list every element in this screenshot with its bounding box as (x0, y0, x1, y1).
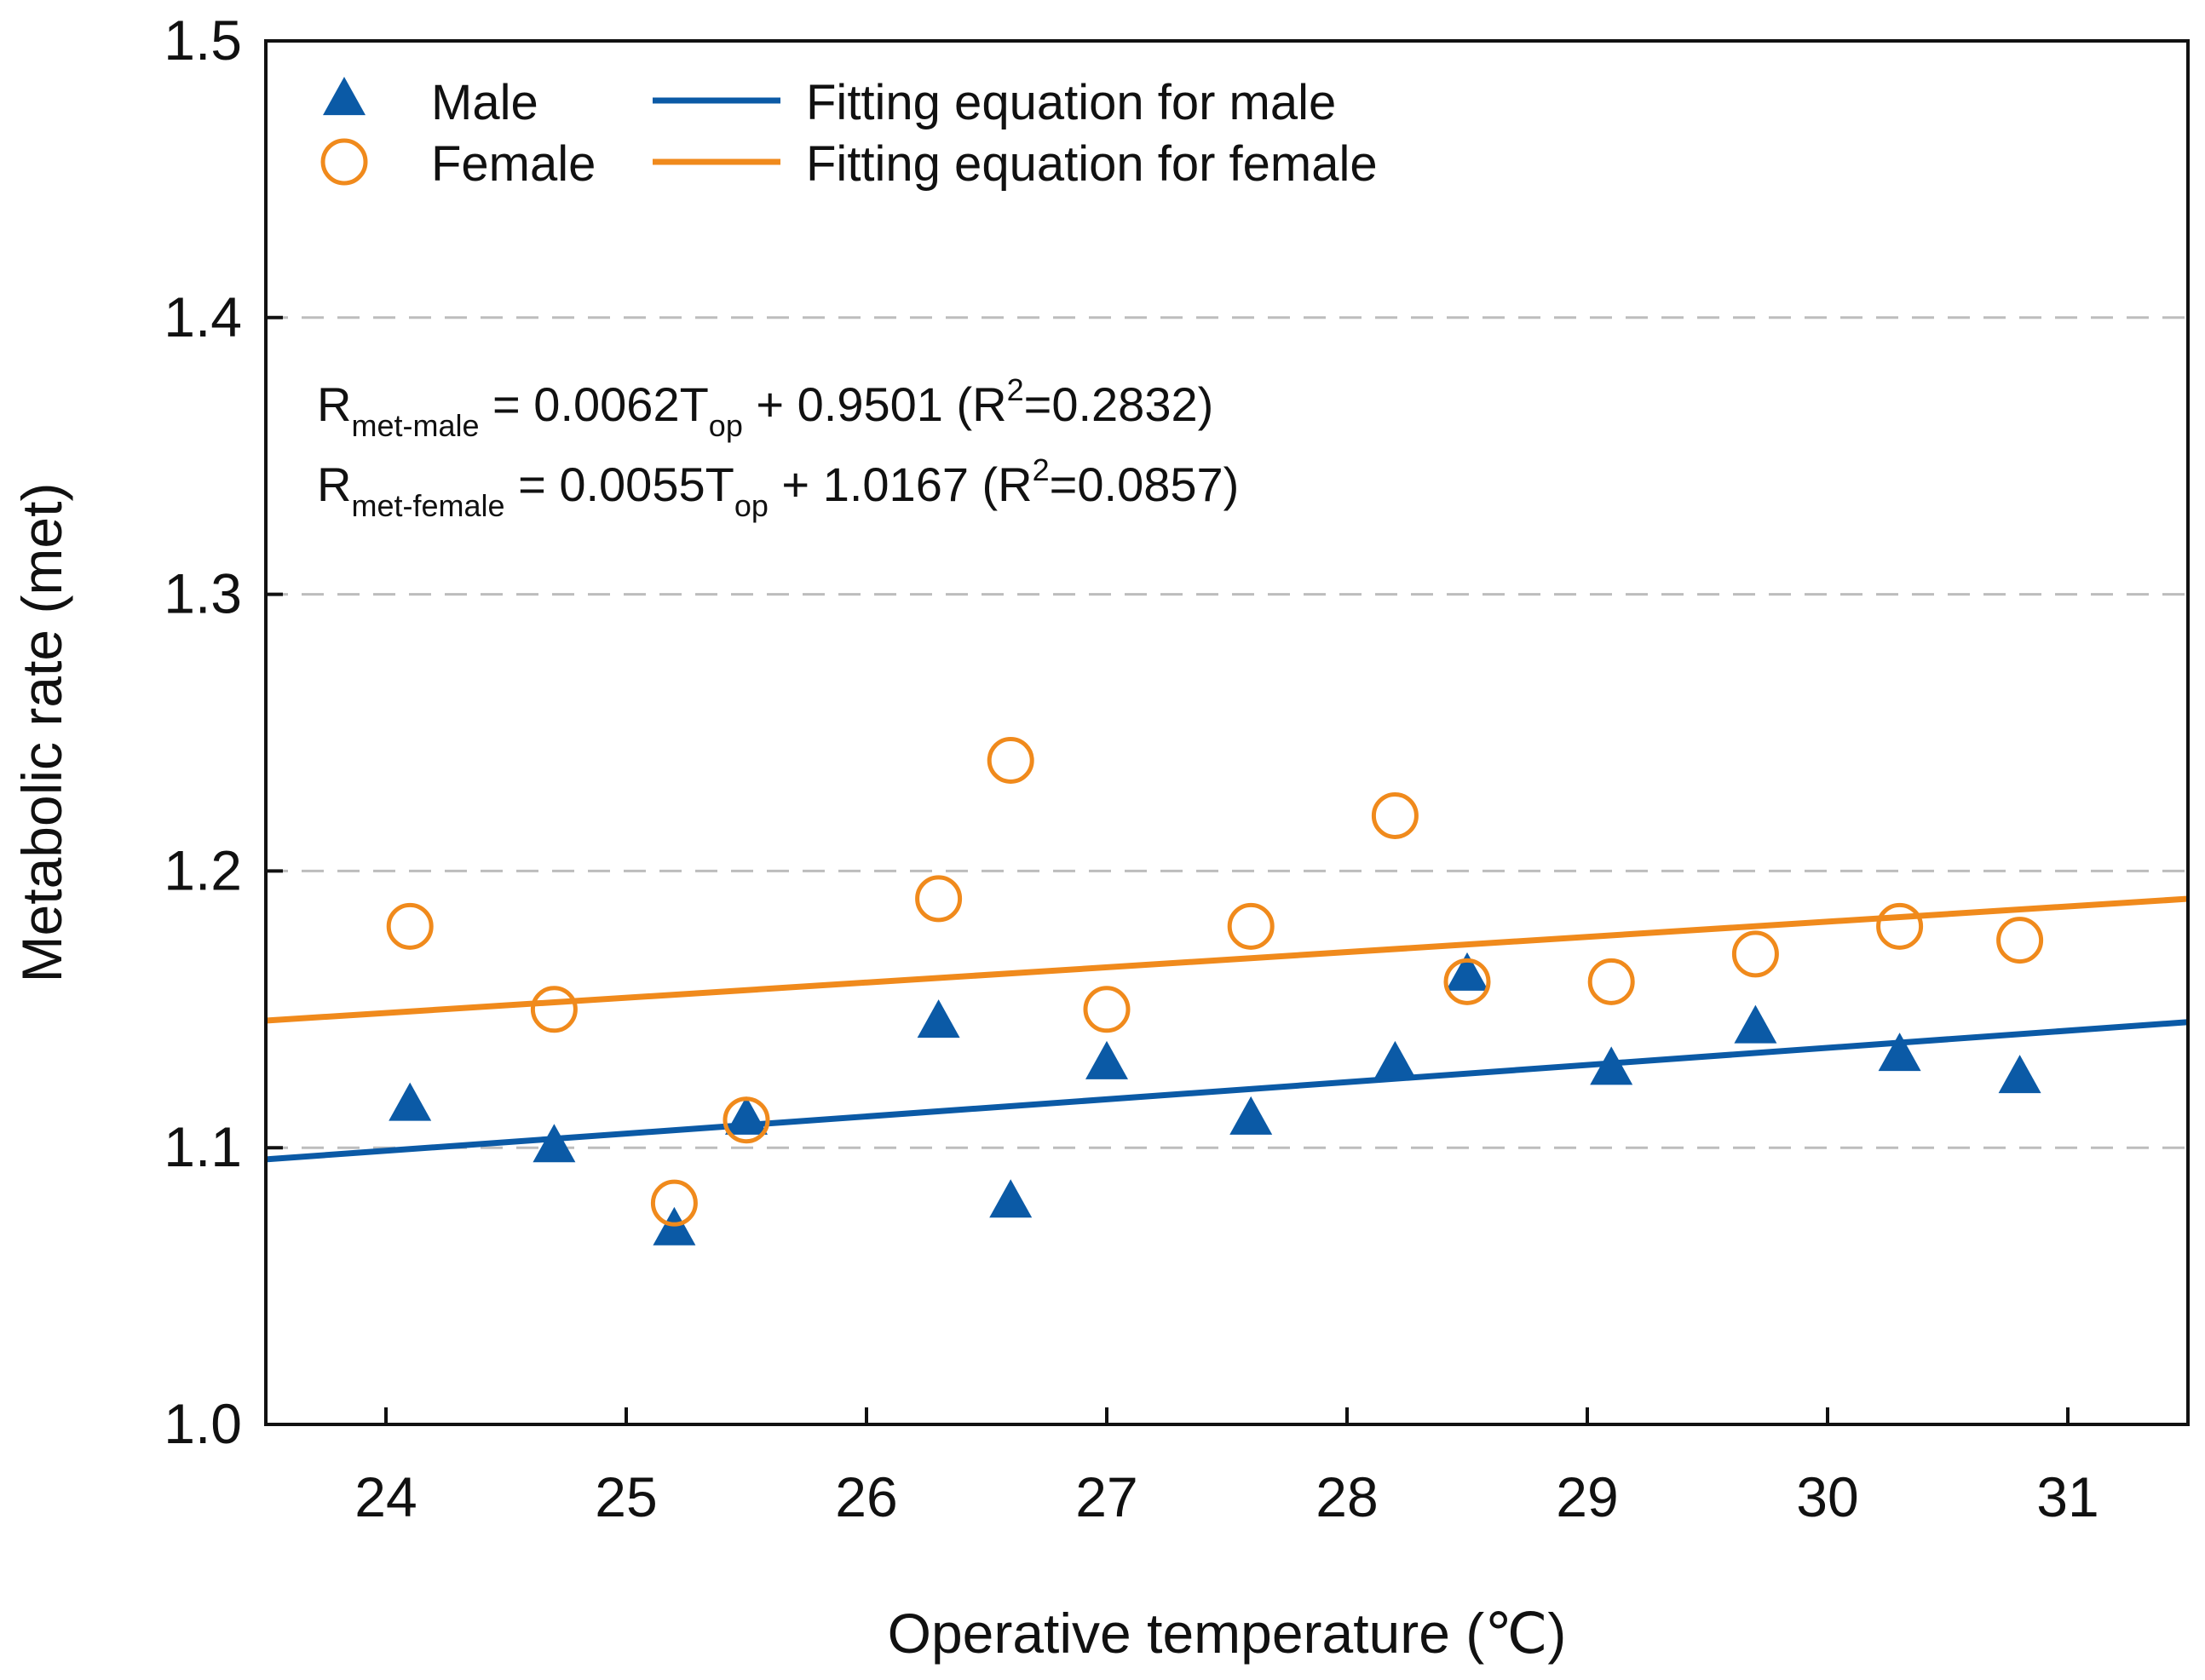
male-point (1085, 1040, 1128, 1079)
data-points (386, 736, 2044, 1246)
y-axis-title: Metabolic rate (met) (10, 483, 73, 983)
x-tick-label: 30 (1796, 1465, 1858, 1528)
y-axis-ticks: 1.0 1.1 1.2 1.3 1.4 1.5 (164, 9, 283, 1455)
legend-male-fit-label: Fitting equation for male (806, 75, 1336, 130)
x-axis-title: Operative temperature (℃) (888, 1602, 1567, 1665)
female-point (1996, 917, 2044, 964)
x-tick-label: 26 (835, 1465, 897, 1528)
female-point (1083, 986, 1131, 1033)
male-point (1229, 1096, 1273, 1135)
legend-female-fit-label: Fitting equation for female (806, 136, 1378, 192)
x-tick-label: 29 (1556, 1465, 1618, 1528)
y-tick-label: 1.4 (164, 285, 242, 348)
male-point (533, 1124, 576, 1163)
x-tick-label: 24 (354, 1465, 417, 1528)
female-point (1587, 958, 1635, 1005)
male-point (1998, 1055, 2041, 1094)
fit-lines (265, 895, 2189, 1163)
legend: Male Female Fitting equation for male Fi… (320, 75, 1378, 192)
x-tick-label: 31 (2036, 1465, 2098, 1528)
legend-male-marker (323, 77, 366, 116)
x-tick-label: 28 (1316, 1465, 1378, 1528)
female-point (1227, 902, 1275, 950)
male-point (917, 999, 960, 1038)
male-point (725, 1096, 768, 1135)
male-point (389, 1082, 432, 1121)
fit-line (265, 895, 2189, 1024)
fit-line (265, 1019, 2189, 1163)
male-point (1446, 952, 1488, 991)
female-point (1371, 791, 1419, 839)
female-point (1876, 902, 1924, 950)
male-point (1878, 1033, 1921, 1072)
male-point (1734, 1004, 1777, 1044)
female-point (1731, 930, 1779, 978)
male-point (989, 1179, 1033, 1218)
legend-female-marker (320, 138, 368, 186)
x-tick-label: 25 (595, 1465, 657, 1528)
grid-lines (266, 316, 2188, 1149)
female-point (1443, 958, 1491, 1005)
female-point (987, 736, 1034, 784)
legend-male-label: Male (431, 75, 538, 130)
female-point (530, 986, 578, 1033)
y-tick-label: 1.3 (164, 562, 242, 625)
x-tick-label: 27 (1075, 1465, 1137, 1528)
female-point (723, 1096, 770, 1144)
y-tick-label: 1.5 (164, 9, 242, 72)
male-point (1373, 1040, 1417, 1079)
fit-equations: Rmet-male = 0.0062Top + 0.9501 (R2=0.283… (317, 372, 1239, 523)
female-point (915, 875, 963, 923)
legend-female-label: Female (431, 136, 596, 192)
plot-frame (264, 39, 2190, 1426)
y-tick-label: 1.2 (164, 838, 242, 901)
x-axis-ticks: 24 25 26 27 28 29 30 31 (354, 1407, 2099, 1528)
female-point (386, 902, 434, 950)
male-fit-equation: Rmet-male = 0.0062Top + 0.9501 (R2=0.283… (317, 372, 1213, 443)
y-tick-label: 1.1 (164, 1115, 242, 1178)
male-point (1590, 1046, 1633, 1085)
female-point (650, 1179, 698, 1227)
y-tick-label: 1.0 (164, 1392, 242, 1455)
female-fit-equation: Rmet-female = 0.0055Top + 1.0167 (R2=0.0… (317, 452, 1239, 523)
